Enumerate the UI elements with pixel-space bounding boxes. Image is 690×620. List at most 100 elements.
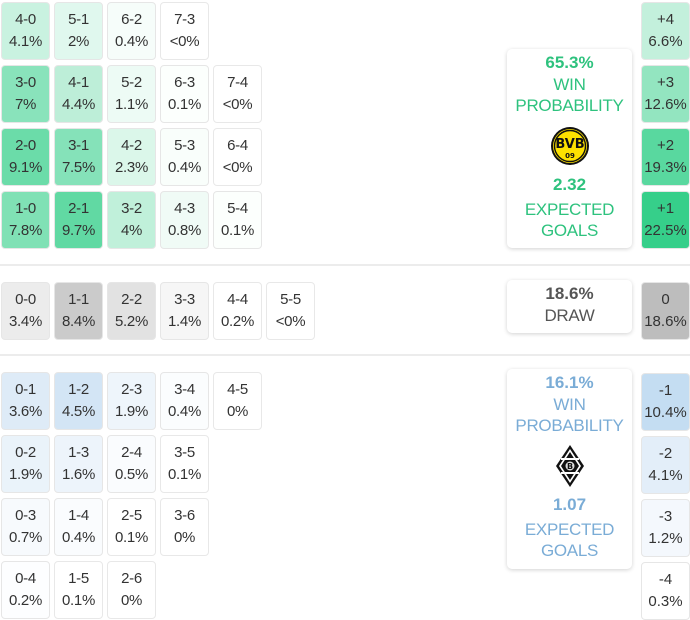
goal-diff-pct: 19.3% — [644, 159, 687, 176]
score-cell-1-1[interactable]: 1-1 8.4% — [54, 282, 103, 340]
goal-diff-pct: 10.4% — [644, 404, 687, 421]
score-cell-2-4[interactable]: 2-4 0.5% — [107, 435, 156, 493]
score-cell-2-1[interactable]: 2-1 9.7% — [54, 191, 103, 249]
score-label: 4-2 — [121, 137, 142, 154]
score-cell-5-1[interactable]: 5-1 2% — [54, 2, 103, 60]
score-cell-3-0[interactable]: 3-0 7% — [1, 65, 50, 123]
score-cell-0-0[interactable]: 0-0 3.4% — [1, 282, 50, 340]
score-cell-5-2[interactable]: 5-2 1.1% — [107, 65, 156, 123]
score-row: 0-2 1.9% 1-3 1.6% 2-4 0.5% 3-5 0.1% — [1, 435, 262, 493]
goal-diff-cell-+2[interactable]: +2 19.3% — [641, 128, 690, 186]
score-cell-2-3[interactable]: 2-3 1.9% — [107, 372, 156, 430]
score-row: 4-0 4.1% 5-1 2% 6-2 0.4% 7-3 <0% — [1, 2, 262, 60]
score-cell-7-4[interactable]: 7-4 <0% — [213, 65, 262, 123]
goal-diff-label: -3 — [658, 508, 673, 525]
score-label: 7-3 — [174, 11, 195, 28]
score-cell-4-5[interactable]: 4-5 0% — [213, 372, 262, 430]
score-cell-5-3[interactable]: 5-3 0.4% — [160, 128, 209, 186]
score-label: 1-5 — [68, 570, 89, 587]
score-probability: 0.1% — [115, 529, 148, 546]
home-goal-diff-column: +4 6.6% +3 12.6% +2 19.3% +1 22.5% — [641, 2, 690, 254]
score-cell-2-5[interactable]: 2-5 0.1% — [107, 498, 156, 556]
score-probability: <0% — [222, 159, 253, 176]
goal-diff-cell-+3[interactable]: +3 12.6% — [641, 65, 690, 123]
away-win-section: 0-1 3.6% 1-2 4.5% 2-3 1.9% 3-4 0.4% 4-5 0% 0-2 1.9… — [0, 356, 690, 620]
score-label: 1-2 — [68, 381, 89, 398]
score-probability: 1.9% — [9, 466, 42, 483]
score-probability: 1.1% — [115, 96, 148, 113]
score-probability: 4.1% — [9, 33, 42, 50]
score-cell-6-3[interactable]: 6-3 0.1% — [160, 65, 209, 123]
home-expected-goals: 2.32 — [552, 175, 587, 194]
score-label: 6-2 — [121, 11, 142, 28]
score-cell-2-0[interactable]: 2-0 9.1% — [1, 128, 50, 186]
score-cell-3-6[interactable]: 3-6 0% — [160, 498, 209, 556]
score-label: 2-3 — [121, 381, 142, 398]
score-cell-7-3[interactable]: 7-3 <0% — [160, 2, 209, 60]
score-label: 3-5 — [174, 444, 195, 461]
score-cell-6-4[interactable]: 6-4 <0% — [213, 128, 262, 186]
score-probability: 4% — [120, 222, 143, 239]
score-label: 3-6 — [174, 507, 195, 524]
score-label: 3-3 — [174, 291, 195, 308]
goal-diff-cell--1[interactable]: -1 10.4% — [641, 373, 690, 431]
score-row: 1-0 7.8% 2-1 9.7% 3-2 4% 4-3 0.8% 5-4 0.1% — [1, 191, 262, 249]
home-summary-card: 65.3% WIN PROBABILITY BVB 09 2.32 EXPECT… — [507, 49, 632, 248]
score-cell-3-3[interactable]: 3-3 1.4% — [160, 282, 209, 340]
goal-diff-cell--3[interactable]: -3 1.2% — [641, 499, 690, 557]
score-cell-1-2[interactable]: 1-2 4.5% — [54, 372, 103, 430]
score-cell-1-3[interactable]: 1-3 1.6% — [54, 435, 103, 493]
score-probability: 0.2% — [221, 313, 254, 330]
goal-diff-cell-0[interactable]: 0 18.6% — [641, 282, 690, 340]
score-probability: 1.6% — [62, 466, 95, 483]
goal-diff-label: 0 — [661, 291, 670, 308]
score-label: 1-4 — [68, 507, 89, 524]
score-cell-0-2[interactable]: 0-2 1.9% — [1, 435, 50, 493]
goal-diff-cell-+1[interactable]: +1 22.5% — [641, 191, 690, 249]
score-label: 4-0 — [15, 11, 36, 28]
away-score-grid: 0-1 3.6% 1-2 4.5% 2-3 1.9% 3-4 0.4% 4-5 0% 0-2 1.9… — [1, 372, 262, 620]
draw-goal-diff-column: 0 18.6% — [641, 282, 690, 345]
score-cell-1-0[interactable]: 1-0 7.8% — [1, 191, 50, 249]
score-cell-3-4[interactable]: 3-4 0.4% — [160, 372, 209, 430]
score-cell-4-0[interactable]: 4-0 4.1% — [1, 2, 50, 60]
score-probability: 1.4% — [168, 313, 201, 330]
score-label: 2-1 — [68, 200, 89, 217]
score-cell-1-5[interactable]: 1-5 0.1% — [54, 561, 103, 619]
home-win-label: WIN PROBABILITY — [515, 75, 624, 115]
score-probability: 0.8% — [168, 222, 201, 239]
goal-diff-cell-+4[interactable]: +4 6.6% — [641, 2, 690, 60]
score-cell-6-2[interactable]: 6-2 0.4% — [107, 2, 156, 60]
away-xg-label: EXPECTED GOALS — [524, 520, 615, 560]
score-cell-4-4[interactable]: 4-4 0.2% — [213, 282, 262, 340]
score-cell-3-1[interactable]: 3-1 7.5% — [54, 128, 103, 186]
score-label: 6-3 — [174, 74, 195, 91]
goal-diff-cell--4[interactable]: -4 0.3% — [641, 562, 690, 620]
score-cell-4-3[interactable]: 4-3 0.8% — [160, 191, 209, 249]
score-cell-1-4[interactable]: 1-4 0.4% — [54, 498, 103, 556]
score-cell-5-4[interactable]: 5-4 0.1% — [213, 191, 262, 249]
score-cell-2-6[interactable]: 2-6 0% — [107, 561, 156, 619]
score-probability: 8.4% — [62, 313, 95, 330]
score-probability: 4.4% — [62, 96, 95, 113]
score-cell-4-1[interactable]: 4-1 4.4% — [54, 65, 103, 123]
score-cell-4-2[interactable]: 4-2 2.3% — [107, 128, 156, 186]
score-cell-0-1[interactable]: 0-1 3.6% — [1, 372, 50, 430]
draw-score-grid: 0-0 3.4% 1-1 8.4% 2-2 5.2% 3-3 1.4% 4-4 0.2% 5-5 <0… — [1, 282, 315, 345]
score-cell-0-4[interactable]: 0-4 0.2% — [1, 561, 50, 619]
score-label: 5-3 — [174, 137, 195, 154]
score-label: 3-2 — [121, 200, 142, 217]
score-cell-5-5[interactable]: 5-5 <0% — [266, 282, 315, 340]
score-label: 5-1 — [68, 11, 89, 28]
score-probability: 7.5% — [62, 159, 95, 176]
score-cell-2-2[interactable]: 2-2 5.2% — [107, 282, 156, 340]
score-cell-3-2[interactable]: 3-2 4% — [107, 191, 156, 249]
section-divider — [0, 354, 690, 356]
goal-diff-pct: 6.6% — [648, 33, 683, 50]
away-win-probability: 16.1% — [545, 373, 594, 392]
score-cell-3-5[interactable]: 3-5 0.1% — [160, 435, 209, 493]
score-probability: 0.1% — [221, 222, 254, 239]
score-cell-0-3[interactable]: 0-3 0.7% — [1, 498, 50, 556]
goal-diff-cell--2[interactable]: -2 4.1% — [641, 436, 690, 494]
score-probability: 0.7% — [9, 529, 42, 546]
